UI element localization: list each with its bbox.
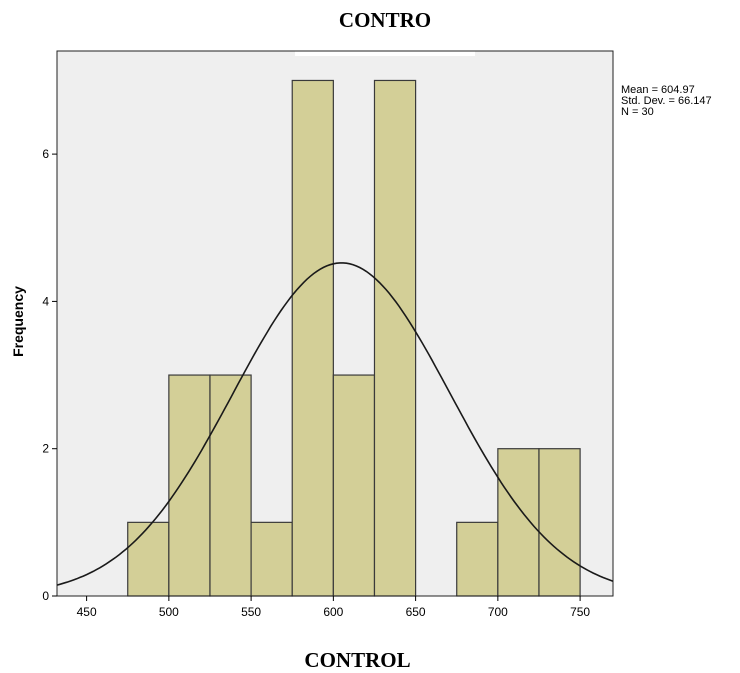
plot-frame (56, 50, 614, 597)
histogram-bar (209, 374, 252, 597)
normal-curve (56, 262, 614, 586)
x-tick-label: 750 (570, 605, 590, 619)
chart-title: CONTRO (338, 8, 432, 32)
histogram-bar (291, 79, 334, 597)
bars-group (127, 79, 581, 597)
x-tick-label: 550 (241, 605, 261, 619)
y-tick-label: 0 (42, 589, 49, 603)
y-axis-title: Frequency (10, 286, 26, 357)
y-tick-label: 2 (42, 442, 49, 456)
histogram-bar (168, 374, 211, 597)
x-tick-label: 650 (406, 605, 426, 619)
y-tick-label: 6 (42, 147, 49, 161)
y-tick-label: 4 (42, 294, 49, 308)
stats-line: N = 30 (621, 106, 654, 118)
stats-line: Mean = 604.97 (621, 84, 695, 96)
x-axis: 450 500 550 600 650 700 750 (77, 596, 590, 619)
x-tick-label: 450 (77, 605, 97, 619)
x-tick-label: 700 (488, 605, 508, 619)
histogram-bar (497, 448, 540, 597)
histogram-bar (127, 521, 170, 597)
x-axis-caption: CONTROL (304, 648, 411, 672)
x-tick-label: 500 (159, 605, 179, 619)
histogram-bar (456, 521, 499, 597)
histogram-chart: 450 500 550 600 650 700 750 0 2 4 6 Frequency Mea… (10, 40, 712, 619)
stats-line: Std. Dev. = 66.147 (621, 95, 712, 107)
histogram-bar (373, 79, 417, 597)
histogram-bar (250, 521, 293, 597)
histogram-bar (332, 374, 376, 597)
histogram-bar (538, 448, 581, 597)
y-axis: 0 2 4 6 (42, 147, 57, 603)
x-tick-label: 600 (323, 605, 343, 619)
title-mask (295, 40, 475, 56)
